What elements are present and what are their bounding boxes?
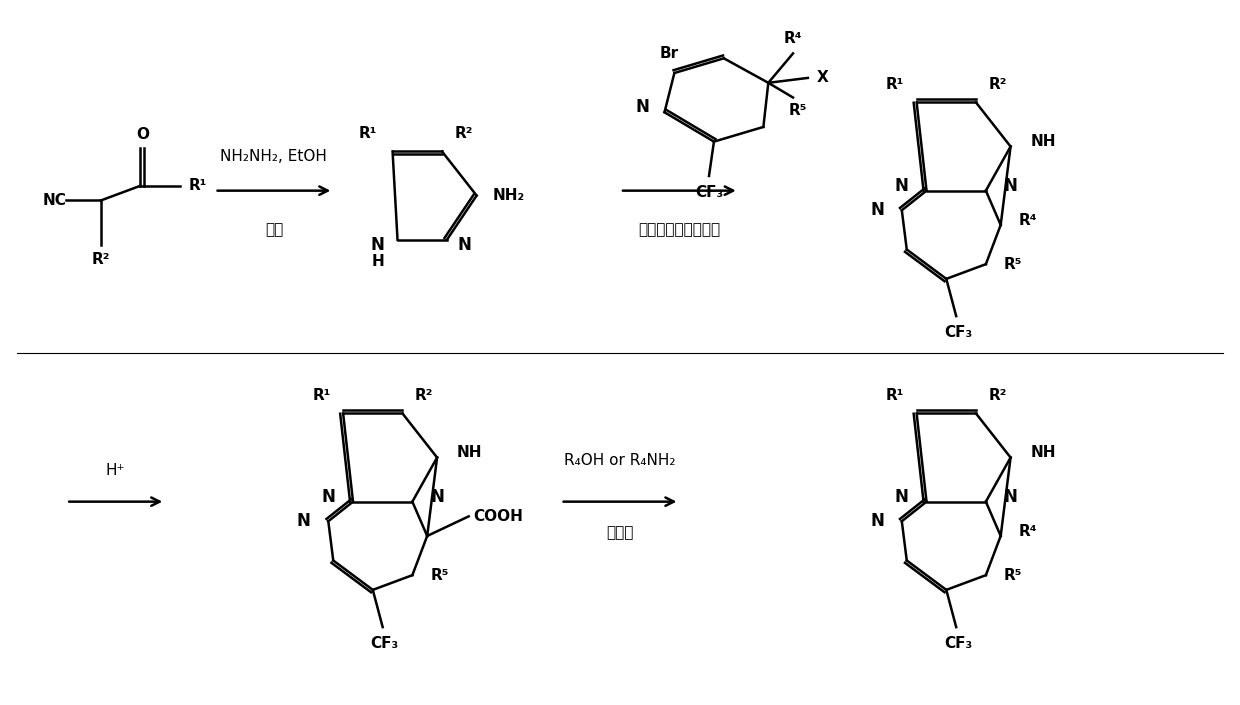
Text: N: N xyxy=(870,513,884,530)
Text: NH₂: NH₂ xyxy=(492,188,525,203)
Text: R¹: R¹ xyxy=(358,126,377,141)
Text: O: O xyxy=(136,128,149,142)
Text: N: N xyxy=(636,98,650,116)
Text: N: N xyxy=(296,513,310,530)
Text: N: N xyxy=(895,488,909,505)
Text: NH: NH xyxy=(456,445,482,460)
Text: Br: Br xyxy=(660,46,680,61)
Text: 简和钓（锐）傅化剂: 简和钓（锐）傅化剂 xyxy=(639,222,720,238)
Text: R⁵: R⁵ xyxy=(1003,568,1022,582)
Text: R²: R² xyxy=(988,78,1007,92)
Text: R⁵: R⁵ xyxy=(789,103,807,118)
Text: 缩合剂: 缩合剂 xyxy=(606,525,634,541)
Text: R²: R² xyxy=(92,252,110,266)
Text: COOH: COOH xyxy=(474,509,523,524)
Text: N: N xyxy=(321,488,335,505)
Text: R¹: R¹ xyxy=(885,78,904,92)
Text: CF₃: CF₃ xyxy=(944,325,972,341)
Text: R⁵: R⁵ xyxy=(1003,257,1022,271)
Text: N: N xyxy=(870,201,884,219)
Text: R⁵: R⁵ xyxy=(430,568,449,582)
Text: R₄OH or R₄NH₂: R₄OH or R₄NH₂ xyxy=(564,453,676,468)
Text: R¹: R¹ xyxy=(312,388,331,403)
Text: CF₃: CF₃ xyxy=(944,637,972,651)
Text: CF₃: CF₃ xyxy=(371,637,399,651)
Text: R⁴: R⁴ xyxy=(1018,524,1037,539)
Text: N: N xyxy=(1003,177,1018,195)
Text: N: N xyxy=(895,177,909,195)
Text: NH: NH xyxy=(1030,134,1055,149)
Text: N: N xyxy=(371,235,384,254)
Text: N: N xyxy=(1003,488,1018,505)
Text: NH₂NH₂, EtOH: NH₂NH₂, EtOH xyxy=(221,149,327,164)
Text: NC: NC xyxy=(42,193,67,208)
Text: R¹: R¹ xyxy=(188,178,207,193)
Text: NH: NH xyxy=(1030,445,1055,460)
Text: R⁴: R⁴ xyxy=(784,31,802,47)
Text: H⁺: H⁺ xyxy=(105,462,125,478)
Text: X: X xyxy=(817,70,828,85)
Text: R²: R² xyxy=(415,388,434,403)
Text: 加热: 加热 xyxy=(265,222,283,238)
Text: R²: R² xyxy=(988,388,1007,403)
Text: R¹: R¹ xyxy=(885,388,904,403)
Text: R²: R² xyxy=(455,126,472,141)
Text: CF₃: CF₃ xyxy=(694,185,723,200)
Text: N: N xyxy=(430,488,444,505)
Text: H: H xyxy=(371,254,384,269)
Text: R⁴: R⁴ xyxy=(1018,213,1037,228)
Text: N: N xyxy=(458,235,471,254)
